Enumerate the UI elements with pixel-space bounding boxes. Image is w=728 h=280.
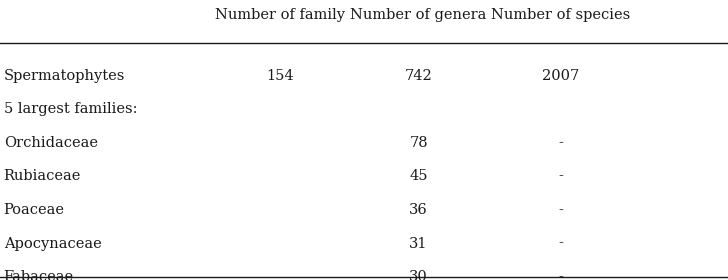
Text: -: - [558,136,563,150]
Text: 154: 154 [266,69,294,83]
Text: Number of species: Number of species [491,8,630,22]
Text: Fabaceae: Fabaceae [4,270,74,280]
Text: Poaceae: Poaceae [4,203,65,217]
Text: 30: 30 [409,270,428,280]
Text: Number of genera: Number of genera [350,8,487,22]
Text: 2007: 2007 [542,69,579,83]
Text: -: - [558,270,563,280]
Text: Spermatophytes: Spermatophytes [4,69,125,83]
Text: -: - [558,237,563,251]
Text: 36: 36 [409,203,428,217]
Text: 5 largest families:: 5 largest families: [4,102,137,116]
Text: Apocynaceae: Apocynaceae [4,237,101,251]
Text: 45: 45 [409,169,428,183]
Text: 78: 78 [409,136,428,150]
Text: -: - [558,169,563,183]
Text: Orchidaceae: Orchidaceae [4,136,98,150]
Text: Rubiaceae: Rubiaceae [4,169,81,183]
Text: 31: 31 [409,237,428,251]
Text: Number of family: Number of family [215,8,345,22]
Text: 742: 742 [405,69,432,83]
Text: -: - [558,203,563,217]
